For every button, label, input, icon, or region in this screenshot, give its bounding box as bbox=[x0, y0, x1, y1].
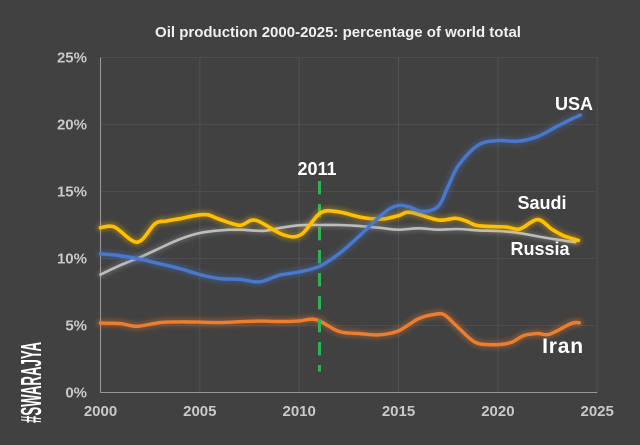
svg-text:Iran: Iran bbox=[542, 335, 584, 358]
svg-text:5%: 5% bbox=[65, 318, 87, 335]
svg-text:#SWARAJYA: #SWARAJYA bbox=[16, 342, 48, 423]
svg-text:Russia: Russia bbox=[510, 239, 570, 259]
svg-text:0%: 0% bbox=[65, 385, 87, 402]
svg-text:15%: 15% bbox=[57, 184, 87, 201]
svg-text:2015: 2015 bbox=[382, 403, 415, 420]
svg-text:2000: 2000 bbox=[84, 403, 117, 420]
svg-text:2011: 2011 bbox=[297, 159, 336, 179]
svg-text:Oil production 2000-2025: perc: Oil production 2000-2025: percentage of … bbox=[155, 24, 521, 41]
svg-text:10%: 10% bbox=[57, 251, 87, 268]
svg-text:25%: 25% bbox=[57, 50, 87, 67]
svg-text:USA: USA bbox=[555, 94, 593, 114]
svg-text:2010: 2010 bbox=[283, 403, 316, 420]
svg-text:2005: 2005 bbox=[183, 403, 216, 420]
svg-text:2020: 2020 bbox=[481, 403, 514, 420]
svg-text:Saudi: Saudi bbox=[517, 193, 566, 213]
svg-text:2025: 2025 bbox=[581, 403, 614, 420]
svg-text:20%: 20% bbox=[57, 117, 87, 134]
